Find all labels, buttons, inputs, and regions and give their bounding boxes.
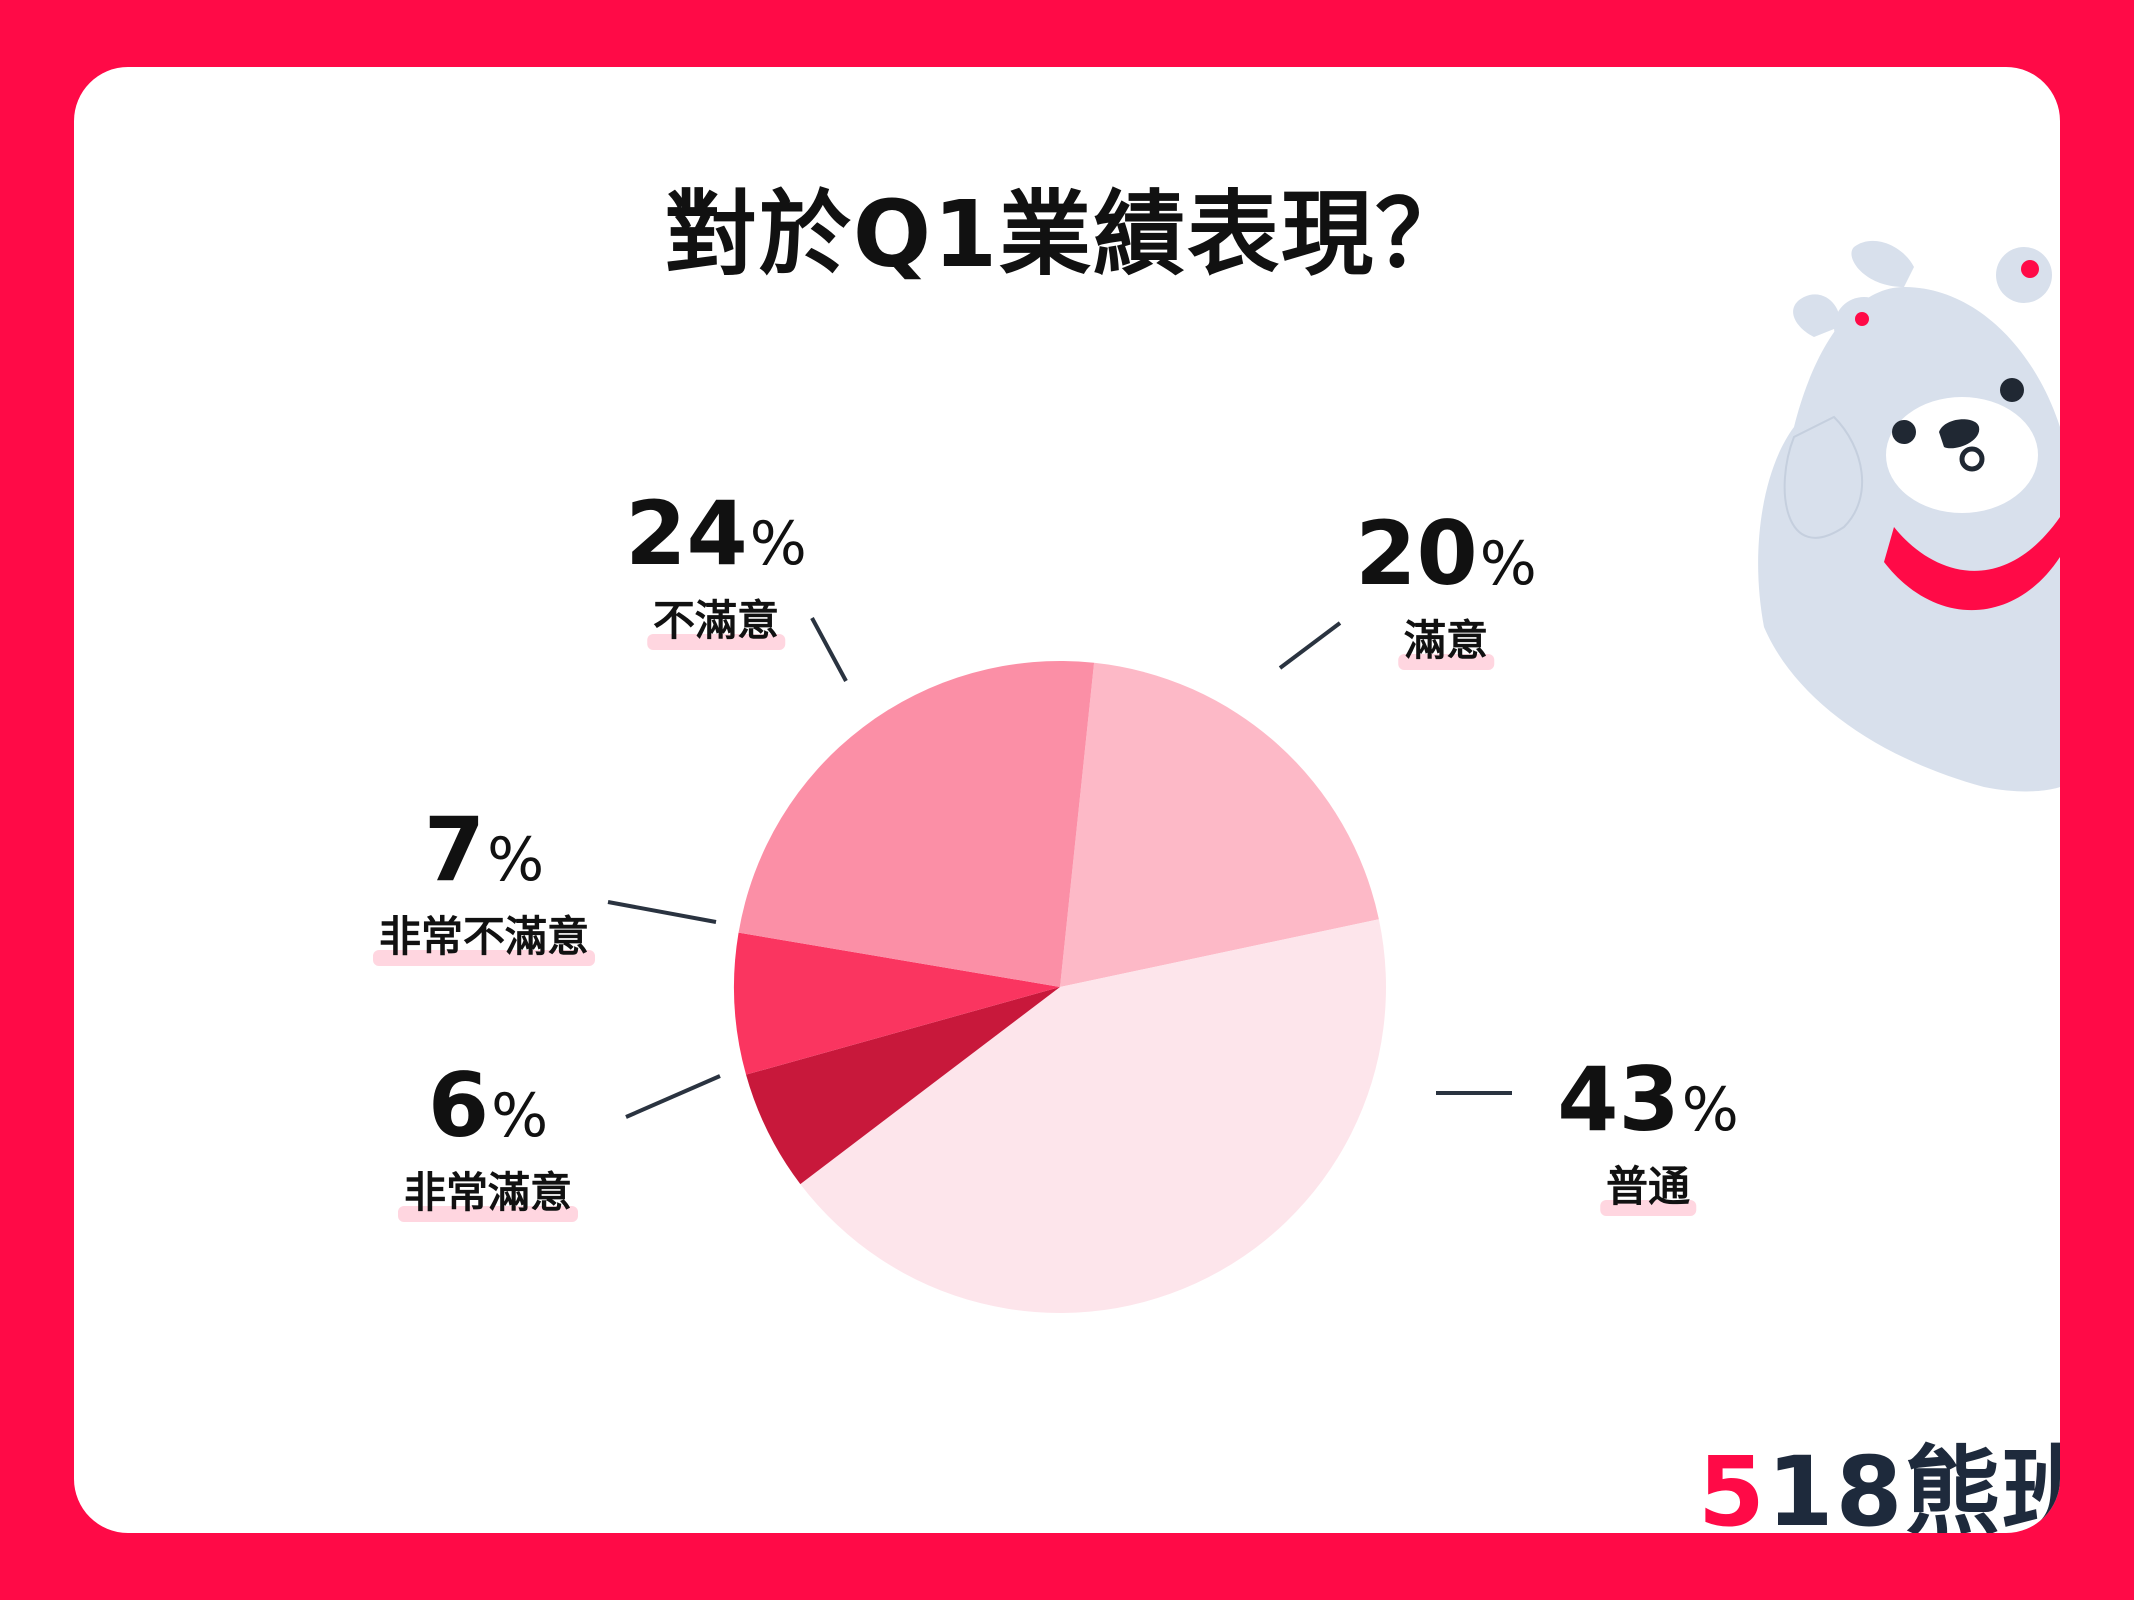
brand-logo: 518熊班 (1698, 1436, 2060, 1533)
category-label: 滿意 (1397, 614, 1495, 670)
leader-line-very-satisfied (625, 1074, 721, 1119)
pct-value: 20% (1355, 502, 1537, 605)
chart-title: 對於Q1業績表現？ (652, 175, 1482, 299)
category-label: 非常滿意 (397, 1166, 579, 1222)
category-label: 非常不滿意 (372, 910, 596, 966)
pie-label-neutral: 43% 普通 (1557, 1048, 1739, 1216)
pie-slice-dissatisfied (738, 661, 1095, 987)
pie-label-very-dissatisfied: 7% 非常不滿意 (372, 798, 596, 966)
category-label: 普通 (1599, 1160, 1697, 1216)
pct-value: 7% (423, 798, 545, 901)
pie-slice-very-dissatisfied (734, 932, 1060, 1075)
pie-label-satisfied: 20% 滿意 (1355, 502, 1537, 670)
category-label: 不滿意 (646, 594, 786, 650)
pct-value: 6% (427, 1054, 549, 1157)
pie-label-dissatisfied: 24% 不滿意 (625, 482, 807, 650)
leader-line-very-dissatisfied (607, 900, 717, 924)
pct-value: 24% (625, 482, 807, 585)
pie-slice-satisfied (1060, 662, 1379, 987)
pie-slice-very-satisfied (746, 987, 1060, 1185)
title-wrap: 對於Q1業績表現？ (74, 175, 2060, 299)
bear-mascot-illustration (1758, 240, 2060, 792)
leader-line-dissatisfied (810, 617, 848, 682)
pie-label-very-satisfied: 6% 非常滿意 (397, 1054, 579, 1222)
leader-line-satisfied (1278, 621, 1342, 670)
pie-slice-neutral (800, 919, 1386, 1313)
pct-value: 43% (1557, 1048, 1739, 1151)
